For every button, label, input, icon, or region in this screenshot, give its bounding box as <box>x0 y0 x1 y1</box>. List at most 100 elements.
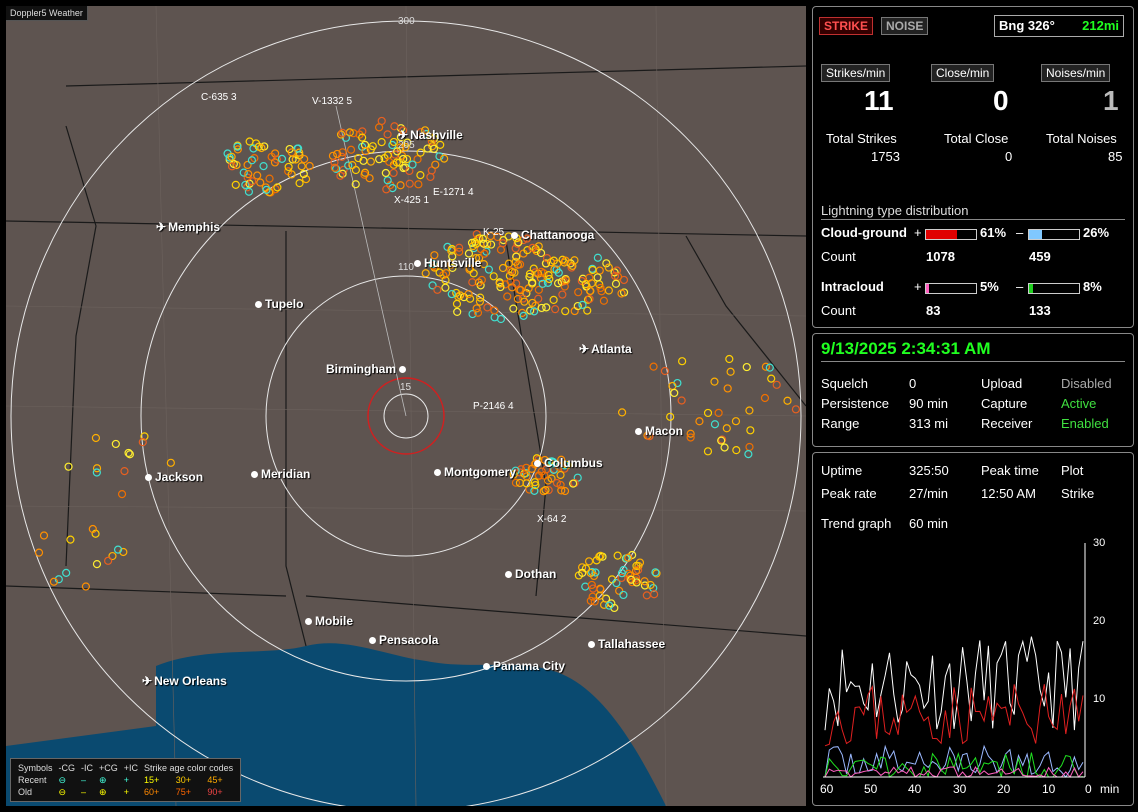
city-macon: Macon <box>635 424 683 438</box>
strike-marker <box>140 432 149 441</box>
strike-marker <box>557 486 566 495</box>
strike-marker <box>483 239 492 249</box>
strike-marker <box>328 151 338 160</box>
station-label: K-25 <box>483 227 505 238</box>
x-tick-50: 50 <box>864 782 878 796</box>
strike-marker <box>468 309 477 319</box>
strike-marker <box>113 545 123 554</box>
strike-marker <box>717 436 726 445</box>
strike-marker <box>243 160 252 170</box>
strike-marker <box>256 178 265 187</box>
strike-marker <box>703 447 713 456</box>
total-noises-label: Total Noises <box>1046 131 1117 146</box>
status-panel: 9/13/2025 2:34:31 AM Squelch 0 Upload Di… <box>812 333 1134 447</box>
noises-per-min-button[interactable]: Noises/min <box>1041 64 1111 82</box>
strike-marker <box>703 408 713 418</box>
strike-marker <box>351 165 360 175</box>
strike-marker <box>760 393 770 403</box>
strike-marker <box>522 234 532 243</box>
cg-negative-fill <box>1029 230 1042 239</box>
strike-marker <box>441 283 450 292</box>
strike-marker <box>375 123 384 132</box>
strike-marker <box>396 181 405 190</box>
cg-negative-bar <box>1028 229 1080 240</box>
plot-value[interactable]: Strike <box>1061 486 1095 501</box>
city-label: Mobile <box>315 614 353 628</box>
ic-negative-count: 133 <box>1029 303 1051 318</box>
lightning-map[interactable]: Doppler5 Weather 300 205 110 15 ✈ Nashvil… <box>6 6 806 806</box>
legend-old-label: Old <box>18 787 33 797</box>
ic-plus-sign: + <box>914 279 922 294</box>
age-60: 60+ <box>144 787 160 797</box>
strike-marker <box>745 442 754 452</box>
strike-marker <box>604 263 613 272</box>
strike-marker <box>578 300 587 309</box>
strike-marker <box>480 249 489 258</box>
strike-marker <box>330 163 339 172</box>
strike-marker <box>336 130 346 139</box>
age-45: 45+ <box>207 775 223 785</box>
city-label: Meridian <box>261 467 311 481</box>
neg-cg-old-icon: ⊖ <box>58 787 67 797</box>
strike-marker <box>551 305 560 314</box>
strike-marker <box>284 162 293 172</box>
strike-marker <box>710 420 720 429</box>
strike-marker <box>405 179 414 188</box>
strike-marker <box>472 304 481 313</box>
city-dothan: Dothan <box>505 567 556 581</box>
strike-marker <box>509 304 518 313</box>
strike-marker <box>92 468 101 477</box>
strike-marker <box>423 144 432 153</box>
strike-mode-button[interactable]: STRIKE <box>819 17 874 35</box>
strike-marker <box>469 269 478 278</box>
strike-marker <box>64 462 73 471</box>
intracloud-label: Intracloud <box>821 279 884 294</box>
legend-recent-label: Recent <box>18 775 47 785</box>
strike-marker <box>125 450 134 459</box>
strike-marker <box>695 417 704 426</box>
strike-marker <box>610 603 619 613</box>
legend-header: -CG <box>58 763 76 773</box>
strike-marker <box>588 265 597 275</box>
noise-mode-button[interactable]: NOISE <box>881 17 929 35</box>
strike-marker <box>472 229 481 239</box>
close-per-min-button[interactable]: Close/min <box>931 64 995 82</box>
strike-marker <box>244 187 254 196</box>
strike-marker <box>509 470 518 479</box>
strike-marker <box>617 573 626 583</box>
strike-marker <box>360 168 370 177</box>
strike-marker <box>613 551 622 560</box>
distance-value: 212mi <box>1082 18 1119 33</box>
strike-marker <box>554 268 563 277</box>
strike-marker <box>519 311 528 320</box>
strike-marker <box>511 478 521 487</box>
strike-marker <box>534 471 544 481</box>
trend-series-line <box>824 744 1084 778</box>
strike-marker <box>732 446 741 455</box>
app-title: Doppler5 Weather <box>6 6 88 21</box>
neg-ic-recent-icon: – <box>81 775 87 785</box>
strike-marker <box>119 547 128 557</box>
strike-marker <box>416 148 425 157</box>
strike-marker <box>104 556 113 565</box>
strike-marker <box>250 154 259 163</box>
strikes-per-min-button[interactable]: Strikes/min <box>821 64 891 82</box>
ic-positive-count: 83 <box>926 303 941 318</box>
city-label: Huntsville <box>424 256 482 270</box>
strike-marker <box>475 297 485 306</box>
strike-marker <box>248 177 257 186</box>
strike-marker <box>464 249 474 258</box>
strike-marker <box>625 574 635 584</box>
station-label: X-64 2 <box>537 514 567 525</box>
cg-count-label: Count <box>821 249 856 264</box>
strike-marker <box>426 172 435 182</box>
airport-icon: ✈ <box>156 220 167 234</box>
strike-marker <box>515 478 525 488</box>
squelch-label: Squelch <box>821 376 868 391</box>
city-dot-icon <box>251 471 258 479</box>
trend-graph <box>823 543 1086 778</box>
strike-marker <box>722 424 731 433</box>
city-dot-icon <box>434 469 441 477</box>
strike-marker <box>596 283 605 293</box>
strike-marker <box>479 259 488 269</box>
